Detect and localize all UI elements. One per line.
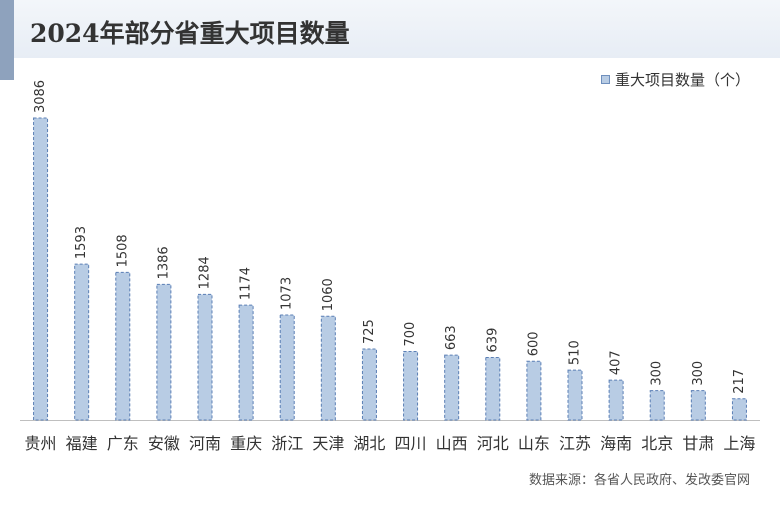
- bar-6: [238, 304, 254, 421]
- data-source-note: 数据来源：各省人民政府、发改委官网: [528, 473, 750, 488]
- category-label: 广东: [107, 434, 139, 453]
- bar-3: [115, 271, 131, 421]
- bar-value-label: 3086: [33, 80, 48, 113]
- bar-value-label: 1508: [115, 234, 130, 267]
- bar-value-label: 639: [485, 328, 500, 353]
- category-label: 福建: [66, 434, 98, 453]
- category-label: 海南: [600, 434, 632, 453]
- bar-12: [485, 356, 501, 421]
- bar-9: [361, 348, 377, 421]
- bar-value-label: 700: [403, 322, 418, 347]
- bar-7: [279, 314, 295, 421]
- bar-value-label: 407: [609, 350, 624, 375]
- bar-4: [156, 283, 172, 421]
- category-label: 甘肃: [682, 434, 714, 453]
- category-label: 上海: [723, 434, 755, 453]
- bar-value-label: 600: [526, 331, 541, 356]
- category-label: 北京: [641, 434, 673, 453]
- bar-13: [526, 360, 542, 421]
- category-label: 湖北: [353, 434, 385, 453]
- title-accent-bar: [0, 0, 14, 80]
- chart-title: 2024年部分省重大项目数量: [30, 19, 350, 48]
- category-label: 江苏: [559, 434, 591, 453]
- category-label: 山东: [518, 434, 550, 453]
- category-label: 安徽: [148, 434, 180, 453]
- bar-11: [444, 354, 460, 421]
- bar-value-label: 663: [444, 325, 459, 350]
- bar-2: [74, 263, 90, 421]
- bar-value-label: 1284: [198, 256, 213, 289]
- bar-18: [731, 398, 747, 421]
- chart-legend: 重大项目数量（个）: [600, 69, 750, 90]
- legend-label: 重大项目数量（个）: [614, 71, 750, 89]
- bar-value-label: 217: [732, 369, 747, 394]
- category-label: 贵州: [25, 434, 57, 453]
- category-label: 河南: [189, 434, 221, 453]
- bar-value-label: 1386: [156, 246, 171, 279]
- category-label: 浙江: [271, 434, 303, 453]
- bar-value-label: 725: [362, 319, 377, 344]
- bar-1: [33, 117, 49, 421]
- category-label: 河北: [477, 434, 509, 453]
- bar-value-label: 1073: [280, 277, 295, 310]
- bar-value-label: 1060: [321, 278, 336, 311]
- bar-17: [690, 390, 706, 421]
- bar-8: [320, 315, 336, 421]
- bar-5: [197, 293, 213, 421]
- category-label: 山西: [436, 434, 468, 453]
- bar-14: [567, 369, 583, 421]
- title-band: [14, 0, 780, 58]
- legend-swatch: [600, 75, 610, 84]
- bar-value-label: 1174: [239, 267, 254, 300]
- bar-16: [649, 390, 665, 421]
- category-label: 天津: [312, 434, 344, 453]
- bar-value-label: 1593: [74, 226, 89, 259]
- bar-10: [403, 350, 419, 421]
- bar-15: [608, 379, 624, 421]
- bar-value-label: 300: [691, 361, 706, 386]
- bar-value-label: 300: [650, 361, 665, 386]
- category-label: 四川: [395, 434, 427, 453]
- category-label: 重庆: [230, 434, 262, 453]
- bar-value-label: 510: [568, 340, 583, 365]
